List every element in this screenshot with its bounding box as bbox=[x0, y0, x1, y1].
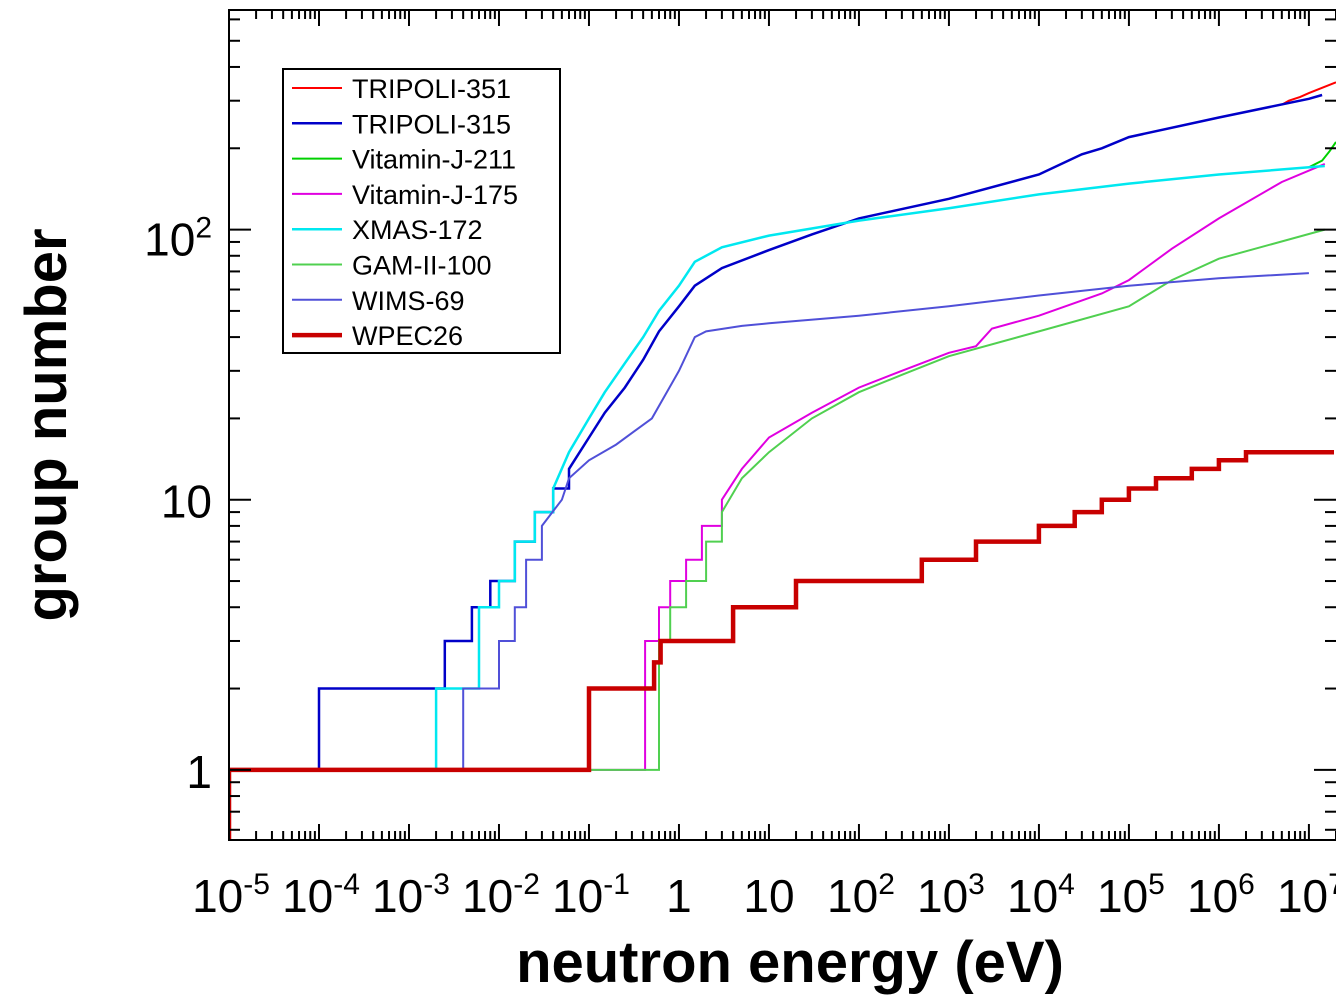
series-line-tripoli-315 bbox=[229, 93, 1323, 772]
legend-label: WIMS-69 bbox=[352, 286, 465, 316]
axis-tick-labels: 10-5 10-4 10-3 10-2 10-1 1 10 102 103 104 105 106 10… bbox=[144, 212, 1336, 922]
series-line-gam-ii-100 bbox=[589, 228, 1326, 771]
x-tick-label: 10-1 bbox=[552, 868, 630, 922]
series-line-xmas-172 bbox=[434, 164, 1325, 770]
legend: TRIPOLI-351 TRIPOLI-315 Vitamin-J-211 Vitam… bbox=[282, 68, 561, 354]
plot-area-group bbox=[229, 81, 1336, 840]
legend-label: Vitamin-J-175 bbox=[352, 180, 518, 210]
plot-frame bbox=[228, 9, 1336, 841]
x-tick-label: 10-2 bbox=[462, 868, 540, 922]
x-tick-label: 10-4 bbox=[282, 868, 360, 922]
y-tick-label: 102 bbox=[144, 212, 212, 266]
x-tick-label: 102 bbox=[827, 868, 895, 922]
legend-label: TRIPOLI-351 bbox=[352, 74, 511, 104]
x-tick-label: 10 bbox=[743, 870, 794, 922]
legend-label: Vitamin-J-211 bbox=[352, 145, 516, 175]
axis-ticks bbox=[228, 10, 1336, 840]
y-axis-title: group number bbox=[14, 228, 79, 621]
legend-label: TRIPOLI-315 bbox=[352, 109, 511, 139]
x-tick-label: 10-3 bbox=[372, 868, 450, 922]
legend-label: WPEC26 bbox=[352, 321, 463, 351]
series-line-vitamin-j-211 bbox=[1308, 141, 1336, 169]
x-tick-label: 107 bbox=[1277, 868, 1336, 922]
series-line-wpec26 bbox=[229, 449, 1334, 840]
x-tick-label: 10-5 bbox=[192, 868, 270, 922]
legend-label: GAM-II-100 bbox=[352, 251, 492, 281]
series-line-tripoli-351 bbox=[1281, 81, 1336, 106]
series-line-wims-69 bbox=[462, 272, 1309, 770]
x-axis-title: neutron energy (eV) bbox=[516, 930, 1064, 995]
y-tick-label: 1 bbox=[186, 746, 212, 798]
x-tick-label: 104 bbox=[1007, 868, 1075, 922]
x-tick-label: 106 bbox=[1187, 868, 1255, 922]
legend-label: XMAS-172 bbox=[352, 215, 483, 245]
x-tick-label: 103 bbox=[917, 868, 985, 922]
y-tick-label: 10 bbox=[161, 476, 212, 528]
x-tick-label: 105 bbox=[1097, 868, 1165, 922]
x-tick-label: 1 bbox=[666, 870, 692, 922]
legend-box bbox=[282, 68, 561, 354]
